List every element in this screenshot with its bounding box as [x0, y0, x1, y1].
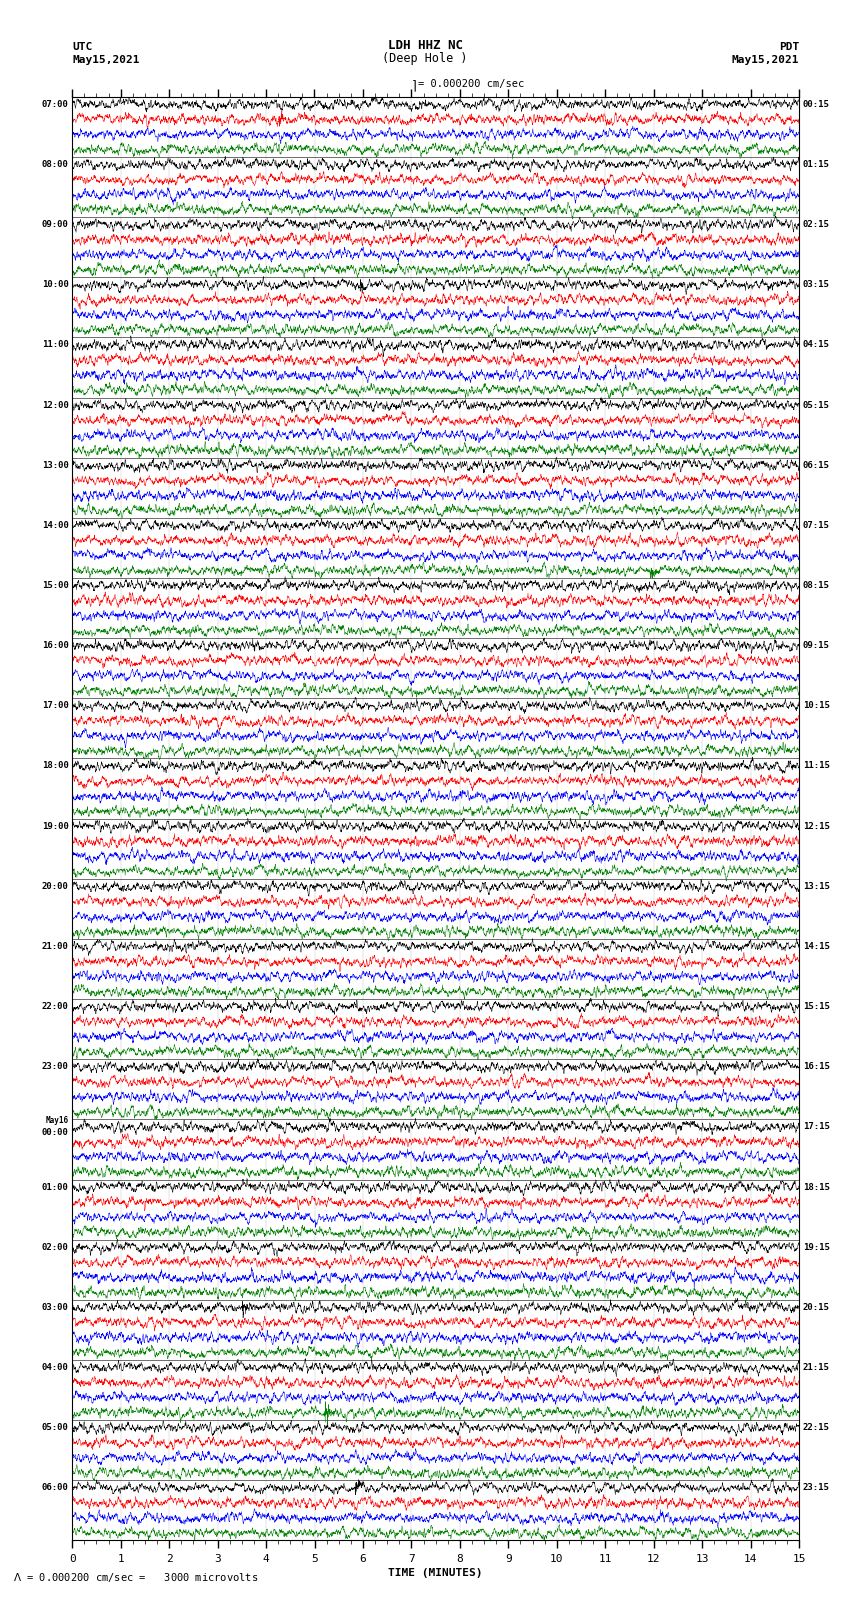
Text: 07:15: 07:15	[802, 521, 830, 529]
Text: 02:00: 02:00	[42, 1242, 69, 1252]
Text: LDH HHZ NC: LDH HHZ NC	[388, 39, 462, 52]
Text: May16: May16	[46, 1116, 69, 1126]
Text: 03:00: 03:00	[42, 1303, 69, 1311]
Text: $\Lambda$ = 0.000200 cm/sec =   3000 microvolts: $\Lambda$ = 0.000200 cm/sec = 3000 micro…	[13, 1571, 258, 1584]
Text: (Deep Hole ): (Deep Hole )	[382, 52, 468, 65]
Text: 08:15: 08:15	[802, 581, 830, 590]
Text: 12:15: 12:15	[802, 821, 830, 831]
Text: 00:15: 00:15	[802, 100, 830, 108]
Text: 13:15: 13:15	[802, 882, 830, 890]
Text: $\rceil$: $\rceil$	[411, 79, 416, 95]
Text: 01:15: 01:15	[802, 160, 830, 169]
Text: 19:15: 19:15	[802, 1242, 830, 1252]
Text: 05:00: 05:00	[42, 1423, 69, 1432]
Text: PDT: PDT	[779, 42, 799, 52]
Text: 11:00: 11:00	[42, 340, 69, 350]
Text: 22:15: 22:15	[802, 1423, 830, 1432]
Text: 21:00: 21:00	[42, 942, 69, 952]
Text: 10:00: 10:00	[42, 281, 69, 289]
Text: 12:00: 12:00	[42, 400, 69, 410]
Text: 05:15: 05:15	[802, 400, 830, 410]
Text: 22:00: 22:00	[42, 1002, 69, 1011]
Text: UTC: UTC	[72, 42, 93, 52]
X-axis label: TIME (MINUTES): TIME (MINUTES)	[388, 1568, 483, 1578]
Text: 13:00: 13:00	[42, 461, 69, 469]
Text: 18:00: 18:00	[42, 761, 69, 771]
Text: 20:00: 20:00	[42, 882, 69, 890]
Text: 08:00: 08:00	[42, 160, 69, 169]
Text: May15,2021: May15,2021	[732, 55, 799, 65]
Text: 10:15: 10:15	[802, 702, 830, 710]
Text: 16:15: 16:15	[802, 1063, 830, 1071]
Text: 23:00: 23:00	[42, 1063, 69, 1071]
Text: 09:00: 09:00	[42, 219, 69, 229]
Text: 07:00: 07:00	[42, 100, 69, 108]
Text: May15,2021: May15,2021	[72, 55, 139, 65]
Text: 06:00: 06:00	[42, 1484, 69, 1492]
Text: 20:15: 20:15	[802, 1303, 830, 1311]
Text: 16:00: 16:00	[42, 640, 69, 650]
Text: 06:15: 06:15	[802, 461, 830, 469]
Text: 02:15: 02:15	[802, 219, 830, 229]
Text: 18:15: 18:15	[802, 1182, 830, 1192]
Text: 09:15: 09:15	[802, 640, 830, 650]
Text: 01:00: 01:00	[42, 1182, 69, 1192]
Text: = 0.000200 cm/sec: = 0.000200 cm/sec	[418, 79, 524, 89]
Text: 04:15: 04:15	[802, 340, 830, 350]
Text: 23:15: 23:15	[802, 1484, 830, 1492]
Text: 17:15: 17:15	[802, 1123, 830, 1131]
Text: 00:00: 00:00	[42, 1129, 69, 1137]
Text: 03:15: 03:15	[802, 281, 830, 289]
Text: 15:00: 15:00	[42, 581, 69, 590]
Text: 21:15: 21:15	[802, 1363, 830, 1373]
Text: 14:00: 14:00	[42, 521, 69, 529]
Text: 14:15: 14:15	[802, 942, 830, 952]
Text: 17:00: 17:00	[42, 702, 69, 710]
Text: 11:15: 11:15	[802, 761, 830, 771]
Text: 19:00: 19:00	[42, 821, 69, 831]
Text: 15:15: 15:15	[802, 1002, 830, 1011]
Text: 04:00: 04:00	[42, 1363, 69, 1373]
